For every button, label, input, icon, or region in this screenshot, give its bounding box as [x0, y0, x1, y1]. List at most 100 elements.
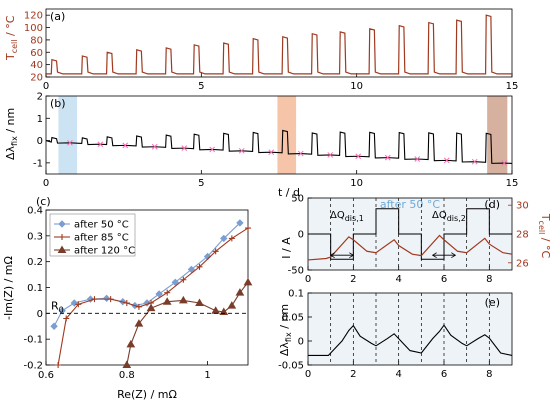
panel-a-xtick-label: 0: [43, 81, 49, 92]
panel-c-point: [212, 248, 219, 255]
panel-d-arrow-head: [431, 252, 437, 259]
panel-b-marker: [181, 145, 188, 151]
panel-a-xtick-label: 10: [350, 81, 363, 92]
panel-e-xtick-label: 2: [350, 369, 356, 380]
panel-b-marker: [443, 157, 450, 164]
panel-b-ytick-label: 2: [37, 92, 43, 103]
panel-b-marker: [151, 143, 158, 150]
panel-c-point: [55, 362, 62, 368]
legend-label: after 50 °C: [74, 220, 129, 231]
panel-e-label: (e): [485, 296, 500, 309]
panel-c-ytick-label: 0.1: [27, 283, 43, 294]
panel-c-point: [187, 265, 196, 274]
panel-e-frame: [307, 292, 513, 366]
panel-c-point: [236, 219, 244, 227]
panel-c-point: [245, 225, 251, 232]
panel-b-marker: [414, 156, 421, 162]
panel-c-ytick-label: -0.1: [23, 335, 43, 346]
panel-c-point: [63, 315, 70, 322]
panel-b-marker: [471, 158, 478, 165]
panel-c-point: [235, 288, 245, 296]
panel-c-point: [155, 290, 163, 298]
panel-d-annotation: ΔQdis,1: [330, 210, 364, 223]
panel-a-ytick-label: 120: [24, 11, 43, 22]
panel-c-xtick-label: 0.6: [38, 370, 54, 381]
panel-a-xtick-label: 15: [506, 81, 519, 92]
panel-d-arrow-head: [349, 252, 355, 259]
panel-c-point: [123, 300, 130, 306]
panel-d-xtick-label: 8: [486, 274, 492, 285]
panel-d-temperature-line: [307, 234, 513, 261]
panel-c-point: [227, 301, 237, 309]
panel-c-ytick-label: -0.2: [23, 361, 43, 372]
panel-c-ytick-label: 0.3: [27, 231, 43, 242]
panel-d-right-ytick-label: 30: [516, 201, 529, 212]
panel-a-ytick-label: 40: [30, 60, 43, 71]
panel-d-arrow-head: [329, 252, 335, 259]
panel-c-xtick-label: 1: [204, 370, 210, 381]
panel-c-ytick-label: 0.2: [27, 257, 43, 268]
panel-d-ytick-label: -50: [288, 266, 304, 277]
panel-d-xtick-label: 0: [305, 274, 311, 285]
panel-b-series-line: [45, 129, 513, 164]
panel-a-xtick-label: 5: [198, 81, 204, 92]
panel-b-xtick-label: 5: [198, 178, 204, 189]
panel-d-ytick-label: 50: [291, 194, 304, 205]
panel-e-xtick-label: 4: [395, 369, 401, 380]
panel-b-ylabel: Δλfix / nm: [4, 108, 19, 160]
panel-b-marker: [501, 160, 508, 166]
panel-b-marker: [122, 142, 129, 149]
panel-e-ytick-label: 0.1: [288, 289, 304, 300]
panel-b-marker: [327, 152, 334, 158]
panel-c-point: [134, 319, 144, 327]
panel-c-legend: after 50 °C after 85 °C after 120 °C: [49, 213, 136, 257]
panel-c-xtick-label: 0.8: [119, 370, 135, 381]
panel-e-xtick-label: 0: [305, 369, 311, 380]
panel-c-annotation: R0: [51, 299, 64, 314]
panel-a-ytick-label: 100: [24, 23, 43, 34]
legend-marker: [57, 245, 67, 253]
panel-c-label: (c): [36, 195, 51, 208]
legend-marker: [58, 220, 66, 228]
panel-c-point: [228, 235, 235, 242]
panel-c-point: [91, 296, 98, 303]
panel-b-ytick-label: 1: [37, 114, 43, 125]
annotation-sub: dis,1: [345, 214, 364, 223]
panel-b-shaded-region: [58, 96, 78, 174]
panel-c-series-line: [57, 227, 249, 366]
panel-b-label: (b): [50, 97, 66, 110]
panel-a-ylabel: Tcell / °C: [4, 15, 19, 61]
panel-b-marker: [97, 141, 104, 148]
panel-d-right-ytick-label: 26: [516, 258, 529, 269]
panel-b-xtick-label: 10: [350, 178, 363, 189]
panel-d-right-ylabel: Tcell / °C: [537, 213, 550, 259]
panel-b-frame: [45, 95, 513, 175]
panel-a-series-line: [46, 14, 512, 75]
panel-a-ytick-label: 20: [30, 73, 43, 84]
panel-a-ytick-label: 80: [30, 35, 43, 46]
panel-c-point: [196, 263, 203, 270]
annotation-sub: dis,2: [447, 214, 466, 223]
panel-c-point: [162, 297, 172, 305]
panel-d-ylabel: I / A: [280, 237, 293, 259]
panel-c-point: [243, 277, 253, 286]
panel-b-shaded-region: [277, 96, 297, 174]
panel-c-point: [164, 289, 171, 296]
panel-b-marker: [268, 149, 275, 156]
panel-b-marker: [67, 139, 73, 146]
panel-a-frame: [45, 8, 513, 78]
panel-c-point: [102, 294, 111, 303]
panel-c-point: [180, 276, 187, 283]
panel-d-annotation: ΔQdis,2: [432, 210, 466, 223]
panel-e-ytick-label: 0.05: [282, 313, 304, 324]
panel-a-ytick-label: 60: [30, 48, 43, 59]
annotation-main: ΔQ: [330, 210, 345, 221]
panel-c-point: [50, 322, 58, 330]
panel-e-series-line: [308, 324, 513, 356]
panel-c-ylabel: -Im(Z) / mΩ: [2, 256, 15, 320]
panel-b-xtick-label: 15: [506, 178, 519, 189]
panel-c-ytick-label: 0.4: [27, 206, 43, 217]
panel-c-point: [171, 278, 179, 287]
